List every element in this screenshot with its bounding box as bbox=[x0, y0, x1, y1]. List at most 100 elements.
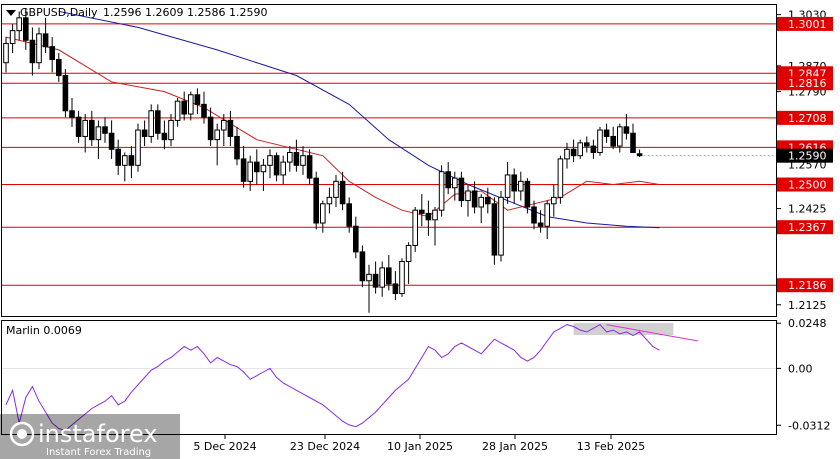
indicator-label: Marlin 0.0069 bbox=[6, 324, 82, 337]
partial-price-label: 1.2570 bbox=[788, 159, 827, 172]
candle bbox=[359, 245, 366, 288]
candle bbox=[273, 152, 280, 182]
candle bbox=[49, 37, 56, 73]
candle bbox=[465, 184, 471, 217]
candle bbox=[524, 178, 531, 214]
candle bbox=[247, 155, 253, 191]
candle bbox=[551, 184, 557, 217]
candle bbox=[425, 200, 432, 236]
candle bbox=[438, 165, 445, 217]
candle bbox=[161, 120, 168, 150]
candle bbox=[240, 146, 247, 188]
candle bbox=[346, 197, 352, 233]
candle bbox=[590, 139, 597, 159]
price-tick-label: 1.2425 bbox=[788, 203, 827, 216]
candle bbox=[491, 197, 498, 265]
candle bbox=[23, 8, 29, 50]
candle bbox=[412, 206, 418, 252]
osc-tick-label: 0.0248 bbox=[788, 317, 827, 330]
candle bbox=[478, 194, 484, 224]
time-tick-label: 5 Dec 2024 bbox=[193, 440, 256, 453]
candle bbox=[313, 171, 319, 230]
candle bbox=[174, 97, 181, 127]
candle bbox=[56, 53, 62, 82]
candle bbox=[122, 152, 128, 182]
osc-tick-label: -0.0312 bbox=[788, 419, 830, 432]
candle bbox=[504, 162, 511, 204]
level-label: 1.3001 bbox=[788, 18, 827, 31]
candle bbox=[557, 155, 564, 204]
oscillator-line bbox=[5, 323, 660, 431]
candle bbox=[570, 139, 577, 163]
candle bbox=[207, 107, 214, 147]
ohlc-values: 1.2596 1.2609 1.2586 1.2590 bbox=[103, 6, 267, 19]
candle bbox=[42, 17, 49, 54]
candle bbox=[333, 174, 339, 207]
candle bbox=[584, 136, 590, 153]
candle bbox=[95, 120, 102, 159]
candle bbox=[267, 149, 273, 179]
time-tick-label: 28 Jan 2025 bbox=[482, 440, 548, 453]
candle bbox=[201, 91, 207, 124]
candle bbox=[3, 37, 9, 73]
candle bbox=[287, 146, 293, 172]
time-tick-label: 13 Feb 2025 bbox=[577, 440, 645, 453]
candle bbox=[531, 200, 537, 230]
candle bbox=[168, 114, 174, 147]
logo-tagline: Instant Forex Trading bbox=[46, 447, 151, 458]
candle bbox=[603, 123, 610, 143]
candle bbox=[9, 24, 16, 54]
level-label-bg bbox=[777, 278, 833, 293]
candle bbox=[537, 210, 544, 233]
candle bbox=[379, 261, 385, 297]
oscillator: 0.0248 0.00 -0.0312 bbox=[2, 317, 830, 432]
candle bbox=[188, 91, 194, 121]
candle bbox=[254, 149, 260, 185]
candle bbox=[62, 69, 69, 118]
candle bbox=[518, 171, 524, 201]
current-price-bg bbox=[777, 148, 833, 163]
candle bbox=[320, 200, 326, 233]
candle bbox=[372, 261, 379, 294]
candle bbox=[597, 126, 603, 156]
candle bbox=[392, 271, 399, 300]
candle bbox=[306, 149, 313, 185]
level-label: 1.2708 bbox=[788, 112, 827, 125]
candle bbox=[82, 114, 89, 153]
candle bbox=[471, 181, 478, 214]
level-label: 1.2500 bbox=[788, 179, 827, 192]
candle bbox=[214, 123, 220, 166]
candle bbox=[155, 104, 161, 140]
candle bbox=[432, 206, 438, 246]
logo-sun-icon bbox=[9, 421, 35, 447]
level-label: 1.2186 bbox=[788, 279, 827, 292]
candle bbox=[141, 120, 148, 147]
candlesticks bbox=[3, 8, 643, 313]
candle bbox=[128, 146, 135, 179]
candle bbox=[636, 149, 643, 157]
level-label-bg bbox=[777, 76, 833, 91]
current-price-label: 1.2590 bbox=[788, 150, 827, 163]
candle bbox=[326, 187, 333, 214]
candle bbox=[617, 123, 623, 153]
level-label: 1.2367 bbox=[788, 221, 827, 234]
time-axis-ticks: 5 Dec 2024 23 Dec 2024 10 Jan 2025 28 Jan 2… bbox=[193, 434, 645, 453]
candle bbox=[452, 171, 458, 201]
candle bbox=[89, 110, 95, 147]
candle bbox=[69, 97, 75, 127]
level-label-bg bbox=[777, 110, 833, 125]
candle bbox=[366, 264, 372, 313]
oscillator-panel-frame bbox=[1, 320, 777, 435]
time-tick-label: 10 Jan 2025 bbox=[387, 440, 453, 453]
candle bbox=[419, 194, 425, 227]
time-tick-label: 23 Dec 2024 bbox=[290, 440, 360, 453]
candle bbox=[280, 155, 286, 185]
moving-averages bbox=[5, 10, 660, 229]
logo-brand: instaforex bbox=[38, 420, 158, 448]
candle bbox=[181, 91, 187, 121]
candle bbox=[458, 171, 465, 207]
candle bbox=[16, 11, 22, 41]
candle bbox=[221, 114, 227, 147]
candle bbox=[610, 126, 617, 150]
candle bbox=[623, 114, 630, 140]
